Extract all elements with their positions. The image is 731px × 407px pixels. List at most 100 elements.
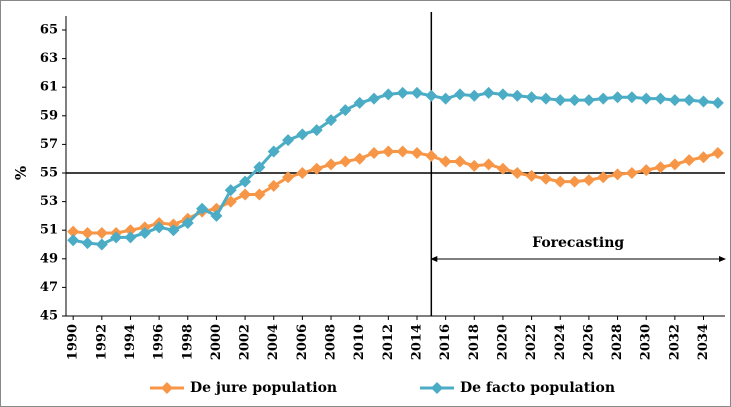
x-tick-label: 1994 — [123, 324, 138, 360]
data-point — [697, 151, 710, 164]
y-tick-label: 53 — [40, 194, 58, 209]
y-tick-label: 57 — [40, 137, 58, 152]
data-point — [496, 162, 509, 175]
data-point — [310, 124, 323, 137]
x-tick-label: 2030 — [639, 324, 654, 360]
x-tick-label: 2000 — [209, 324, 224, 360]
y-tick-label: 45 — [40, 309, 58, 324]
y-tick-label: 63 — [40, 51, 58, 66]
data-point — [368, 146, 381, 159]
data-point — [654, 92, 667, 105]
data-point — [124, 231, 137, 244]
data-point — [525, 169, 538, 182]
data-point — [410, 86, 423, 99]
data-point — [239, 175, 252, 188]
data-point — [640, 92, 653, 105]
data-point — [554, 94, 567, 107]
data-point — [296, 128, 309, 141]
data-point — [683, 94, 696, 107]
data-point — [95, 238, 108, 251]
data-point — [210, 209, 223, 222]
data-point — [138, 227, 151, 240]
data-point — [224, 184, 237, 197]
y-tick-label: 47 — [40, 280, 58, 295]
y-tick-label: 65 — [40, 23, 58, 38]
data-point — [668, 158, 681, 171]
data-point — [582, 94, 595, 107]
y-tick-label: 61 — [40, 80, 58, 95]
y-tick-label: 55 — [40, 166, 58, 181]
data-point — [668, 94, 681, 107]
data-point — [353, 152, 366, 165]
data-point — [482, 158, 495, 171]
data-point — [697, 95, 710, 108]
legend-swatch-marker — [431, 382, 443, 394]
data-point — [568, 94, 581, 107]
data-point — [482, 86, 495, 99]
data-point — [625, 91, 638, 104]
data-point — [453, 88, 466, 101]
data-point — [625, 167, 638, 179]
data-point — [683, 154, 696, 167]
data-point — [296, 167, 309, 179]
data-point — [382, 88, 395, 101]
data-point — [339, 104, 352, 117]
x-tick-label: 1990 — [66, 324, 81, 360]
legend-label: De jure population — [190, 380, 337, 396]
y-tick-label: 49 — [40, 251, 58, 266]
legend-swatch-marker — [161, 382, 173, 394]
data-point — [410, 146, 423, 159]
data-point — [554, 175, 567, 188]
x-tick-label: 2014 — [409, 324, 424, 360]
data-point — [496, 88, 509, 101]
data-point — [396, 145, 409, 158]
data-point — [267, 145, 280, 158]
data-point — [382, 145, 395, 158]
x-tick-label: 2010 — [352, 324, 367, 360]
y-tick-label: 59 — [40, 108, 58, 123]
data-point — [368, 92, 381, 105]
y-axis-label: % — [12, 166, 30, 180]
data-point — [81, 237, 94, 250]
data-point — [511, 89, 524, 102]
data-point — [124, 224, 137, 237]
data-point — [110, 231, 123, 244]
data-point — [67, 225, 80, 238]
annotation: Forecasting — [532, 235, 624, 251]
data-point — [468, 159, 481, 172]
x-tick-label: 2018 — [467, 324, 482, 360]
data-point — [539, 172, 552, 185]
x-tick-label: 2024 — [553, 324, 568, 360]
series-line — [73, 150, 719, 235]
data-point — [711, 146, 724, 159]
data-point — [95, 227, 108, 240]
x-tick-label: 2004 — [266, 324, 281, 360]
data-point — [453, 155, 466, 168]
data-point — [468, 89, 481, 102]
x-tick-label: 2002 — [238, 324, 253, 360]
data-point — [253, 188, 266, 201]
x-tick-label: 2026 — [581, 324, 596, 360]
data-point — [568, 175, 581, 188]
data-point — [511, 167, 524, 179]
legend-label: De facto population — [460, 380, 615, 396]
data-point — [597, 92, 610, 105]
data-point — [267, 179, 280, 192]
data-point — [81, 227, 94, 240]
y-tick-label: 51 — [40, 223, 58, 238]
data-point — [153, 221, 166, 234]
x-tick-label: 2006 — [295, 324, 310, 360]
data-point — [711, 96, 724, 109]
x-tick-label: 2008 — [324, 324, 339, 360]
x-tick-label: 1998 — [180, 324, 195, 360]
data-point — [654, 161, 667, 174]
data-point — [67, 234, 80, 247]
data-point — [325, 114, 338, 127]
data-point — [539, 92, 552, 105]
series-line — [72, 91, 718, 247]
data-point — [239, 188, 252, 201]
data-point — [611, 91, 624, 104]
data-point — [253, 161, 266, 174]
data-point — [396, 86, 409, 99]
